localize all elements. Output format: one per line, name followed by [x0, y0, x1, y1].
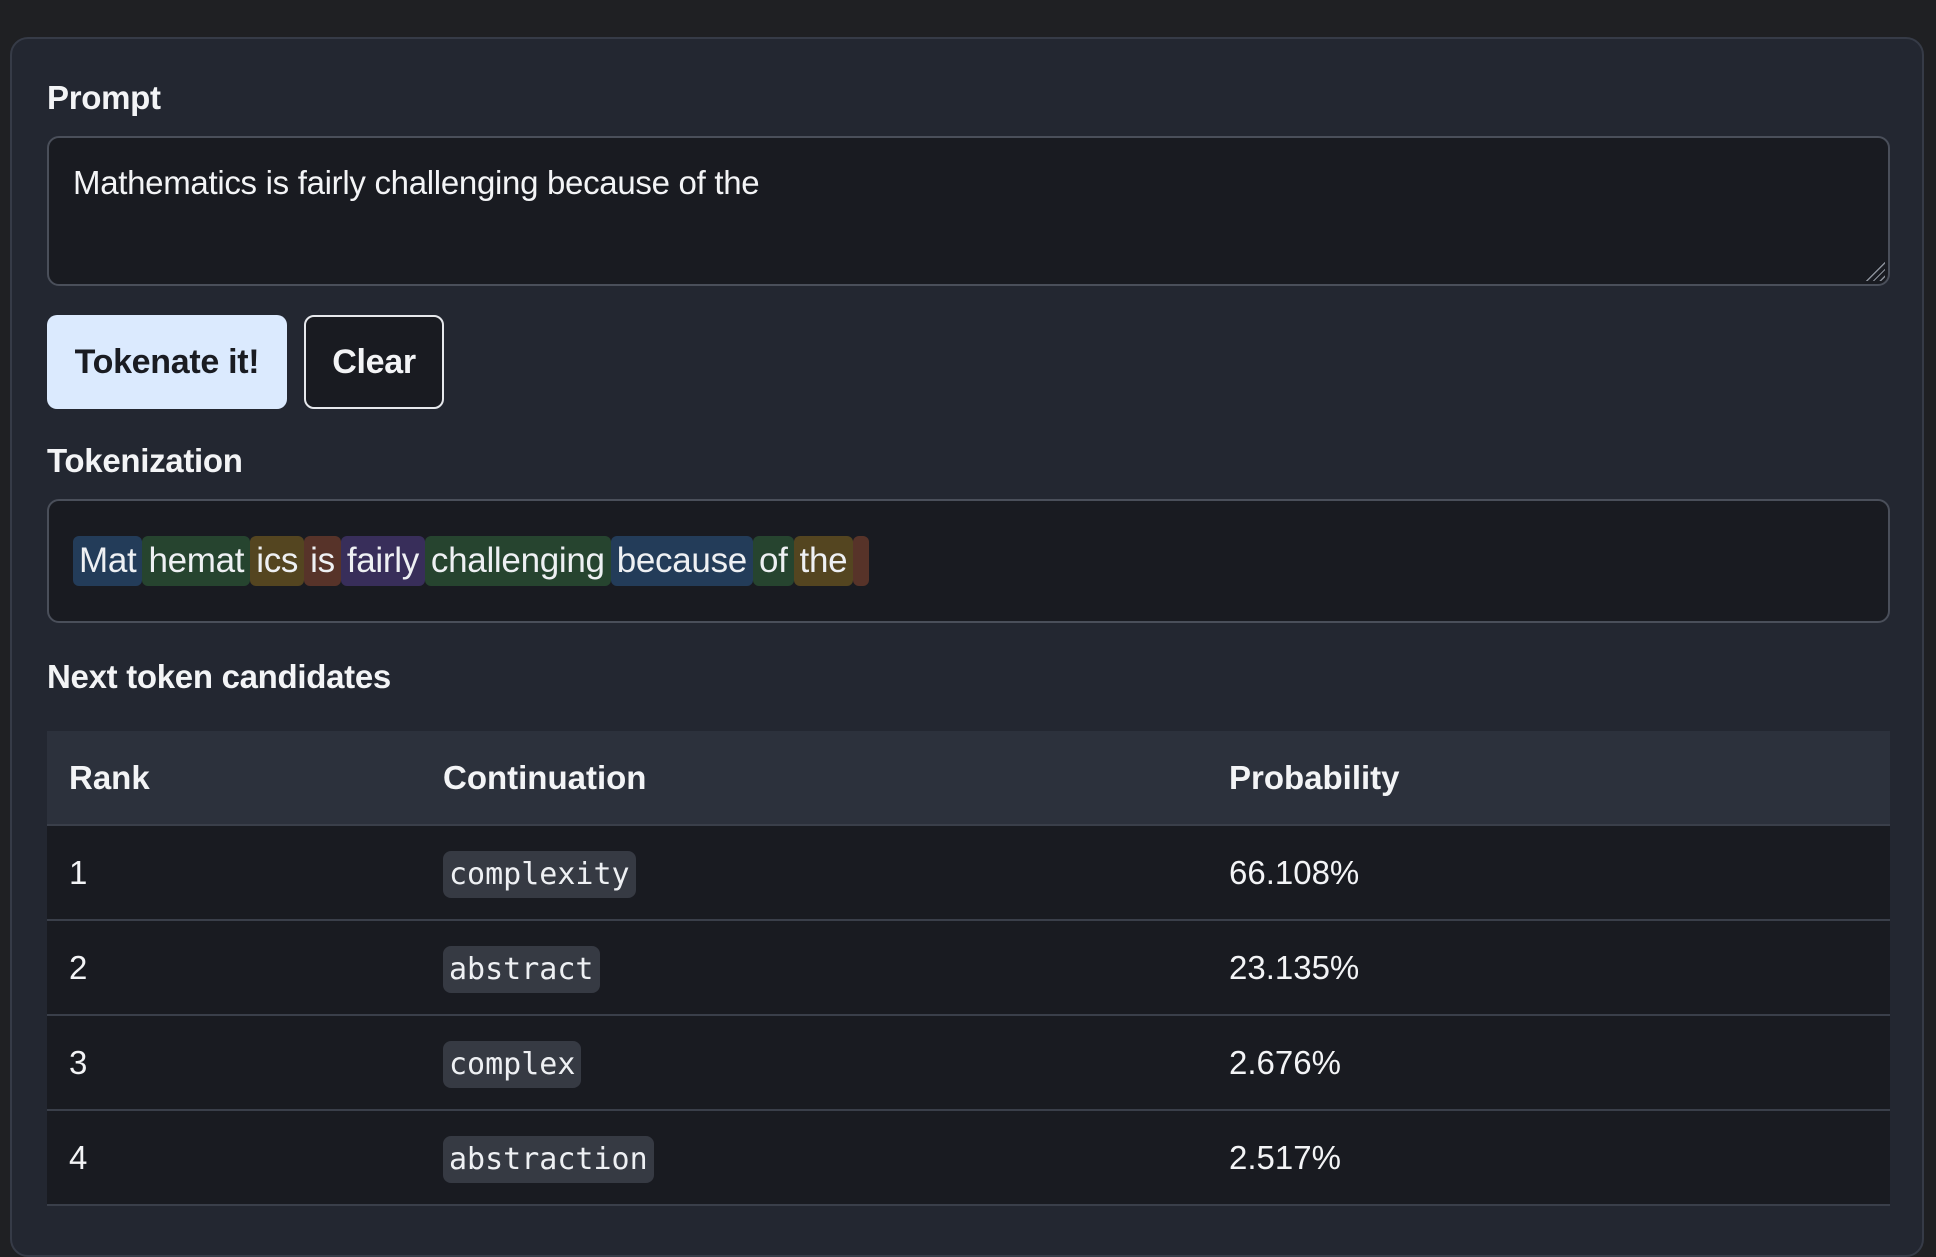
table-row: 1 complexity 66.108% — [47, 826, 1890, 921]
token-chip: is — [304, 536, 341, 586]
rank-cell: 2 — [69, 948, 88, 986]
header-rank: Rank — [69, 758, 150, 796]
tokenate-button[interactable]: Tokenate it! — [47, 315, 287, 409]
clear-button[interactable]: Clear — [304, 315, 444, 409]
token-chip: hemat — [142, 536, 251, 586]
table-row: 3 complex 2.676% — [47, 1016, 1890, 1111]
resize-grip-icon[interactable] — [1861, 257, 1885, 281]
token-chip: the — [793, 536, 854, 586]
continuation-cell: complex — [429, 1040, 1221, 1088]
token-chip: Mat — [73, 536, 143, 586]
token-chip — [853, 536, 870, 586]
candidates-label: Next token candidates — [47, 658, 391, 695]
prompt-textarea[interactable]: Mathematics is fairly challenging becaus… — [47, 136, 1890, 286]
header-probability: Probability — [1229, 758, 1400, 796]
token-chip: challenging — [424, 536, 611, 586]
table-row: 4 abstraction 2.517% — [47, 1111, 1890, 1206]
candidates-table: Rank Continuation Probability 1 complexi… — [47, 731, 1890, 1206]
prompt-text: Mathematics is fairly challenging becaus… — [73, 164, 760, 201]
continuation-code: complexity — [443, 850, 636, 898]
rank-cell: 4 — [69, 1138, 88, 1176]
header-continuation: Continuation — [443, 758, 647, 796]
probability-cell: 66.108% — [1229, 853, 1360, 891]
token-chip: ics — [250, 536, 305, 586]
probability-cell: 2.517% — [1229, 1138, 1341, 1176]
token-chip: fairly — [340, 536, 425, 586]
token-chip: because — [610, 536, 753, 586]
tokenization-label: Tokenization — [47, 442, 243, 479]
continuation-cell: abstract — [429, 945, 1221, 993]
table-row: 2 abstract 23.135% — [47, 921, 1890, 1016]
continuation-cell: abstraction — [429, 1135, 1221, 1183]
rank-cell: 3 — [69, 1043, 88, 1081]
probability-cell: 23.135% — [1229, 948, 1360, 986]
tokenization-output: Mat hemat ics is fairly challenging beca… — [47, 499, 1890, 623]
continuation-cell: complexity — [429, 850, 1221, 898]
table-header: Rank Continuation Probability — [47, 731, 1890, 826]
continuation-code: abstraction — [443, 1135, 654, 1183]
continuation-code: complex — [443, 1040, 582, 1088]
prompt-label: Prompt — [47, 79, 161, 116]
token-chip: of — [752, 536, 794, 586]
main-panel: Prompt Mathematics is fairly challenging… — [10, 37, 1924, 1257]
continuation-code: abstract — [443, 945, 600, 993]
probability-cell: 2.676% — [1229, 1043, 1341, 1081]
rank-cell: 1 — [69, 853, 88, 891]
